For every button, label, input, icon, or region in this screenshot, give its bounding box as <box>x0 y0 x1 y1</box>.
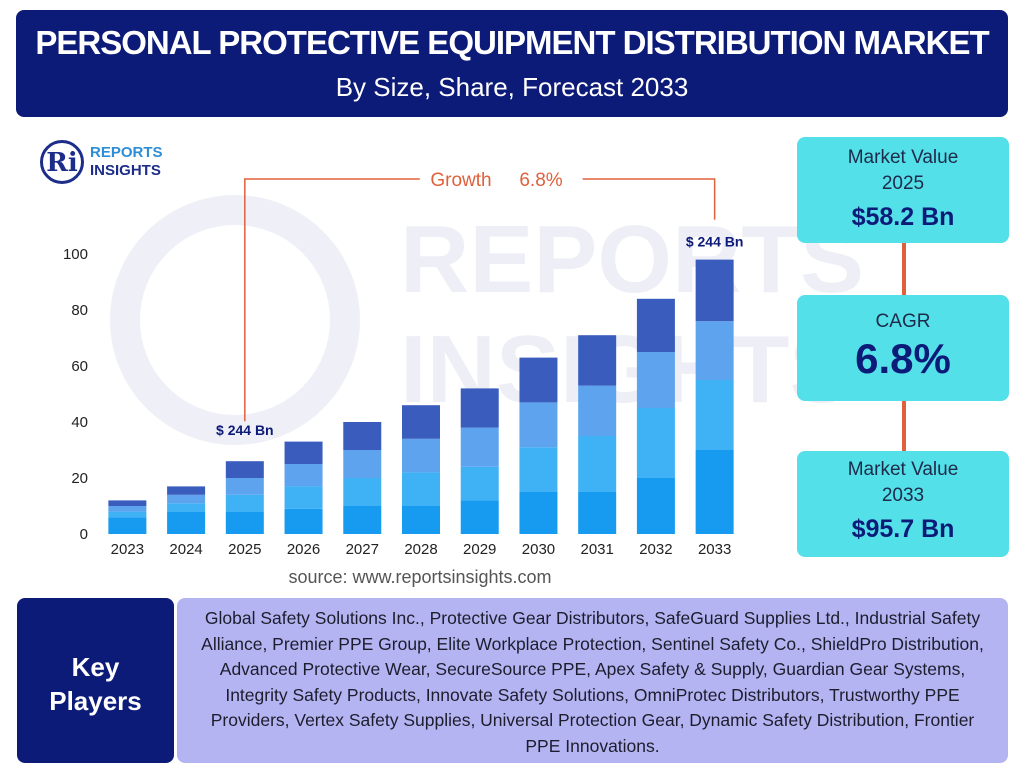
key-players-list: Global Safety Solutions Inc., Protective… <box>177 598 1008 763</box>
bar-segment <box>519 402 558 448</box>
x-tick-label: 2030 <box>522 541 555 558</box>
y-tick-label: 0 <box>80 526 88 543</box>
bar-segment <box>402 405 440 439</box>
bar-segment <box>460 427 499 467</box>
market-value-2033-card: Market Value 2033 $95.7 Bn <box>797 451 1009 557</box>
bar-segment <box>402 506 440 534</box>
bar-segment <box>284 508 323 534</box>
bar-segment <box>578 335 617 386</box>
x-tick-label: 2026 <box>287 541 320 558</box>
x-tick-label: 2025 <box>228 541 261 558</box>
market-value-2025-label: Market Value <box>847 147 959 168</box>
logo-line2: INSIGHTS <box>90 162 161 179</box>
market-value-2033-label: Market Value <box>847 459 959 480</box>
bar-segment <box>225 511 264 534</box>
bar-segment <box>519 357 558 403</box>
bar-segment <box>519 447 558 492</box>
page-title: PERSONAL PROTECTIVE EQUIPMENT DISTRIBUTI… <box>35 24 989 61</box>
growth-value: 6.8% <box>519 170 562 191</box>
market-value-2025-card: Market Value 2025 $58.2 Bn <box>797 137 1009 243</box>
bar-segment <box>402 472 440 506</box>
cagr-card: CAGR 6.8% <box>797 295 1009 401</box>
bar-segment <box>343 422 382 450</box>
growth-bracket-right <box>582 178 716 220</box>
bar-segment <box>225 478 264 495</box>
bar-segment <box>636 298 675 352</box>
bar-segment <box>108 517 147 534</box>
connector-line <box>902 243 906 295</box>
logo-line1: REPORTS <box>90 144 163 161</box>
bar-segment <box>695 380 734 450</box>
y-tick-label: 80 <box>71 302 88 319</box>
bar-segment <box>695 259 734 322</box>
bar-segment <box>460 388 499 428</box>
bar-segment <box>578 436 617 492</box>
brand-logo: Ri REPORTS INSIGHTS <box>40 140 190 186</box>
market-value-2025: $58.2 Bn <box>851 203 955 231</box>
end-value-label: $ 244 Bn <box>686 234 744 250</box>
x-tick-label: 2027 <box>346 541 379 558</box>
connector-line <box>902 401 906 451</box>
bar-segment <box>460 500 499 534</box>
y-tick-label: 20 <box>71 470 88 487</box>
bar-segment <box>343 506 382 534</box>
cagr-value: 6.8% <box>855 335 951 382</box>
bar-segment <box>108 506 147 512</box>
header-banner: PERSONAL PROTECTIVE EQUIPMENT DISTRIBUTI… <box>16 10 1008 117</box>
stacked-bar-chart: 0 20 40 60 80 100 2023 2024 2025 2026 2027 2028 2029… <box>63 170 744 558</box>
x-tick-label: 2031 <box>580 541 613 558</box>
bar-segment <box>636 352 675 408</box>
bar-segment <box>167 494 206 504</box>
page-subtitle: By Size, Share, Forecast 2033 <box>335 72 689 102</box>
bar-segment <box>343 478 382 506</box>
market-value-2033-year: 2033 <box>881 485 925 506</box>
y-tick-label: 40 <box>71 414 88 431</box>
bar-segment <box>167 511 206 534</box>
logo-glyph: Ri <box>46 148 78 178</box>
key-players-label: Key Players <box>17 598 174 763</box>
source-note: source: www.reportsinsights.com <box>288 567 552 587</box>
bar-segment <box>167 503 206 512</box>
cagr-label: CAGR <box>875 311 931 332</box>
x-tick-label: 2032 <box>639 541 672 558</box>
bar-segment <box>108 511 147 518</box>
bar-segment <box>343 450 382 478</box>
bar-segment <box>402 438 440 473</box>
logo-wordmark: REPORTS INSIGHTS <box>90 144 163 180</box>
bar-segment <box>284 464 323 487</box>
y-tick-label: 100 <box>63 246 88 263</box>
growth-label: Growth <box>430 170 491 191</box>
y-tick-label: 60 <box>71 358 88 375</box>
bar-segment <box>578 492 617 534</box>
bar-segment <box>108 500 147 506</box>
bar-segment <box>578 385 617 436</box>
x-tick-label: 2029 <box>463 541 496 558</box>
bar-segment <box>695 450 734 534</box>
logo-icon: Ri <box>40 140 84 184</box>
growth-bracket-left <box>244 178 420 422</box>
x-tick-label: 2028 <box>404 541 437 558</box>
bar-segment <box>460 466 499 501</box>
market-value-2025-year: 2025 <box>881 173 925 194</box>
bar-segment <box>225 494 264 512</box>
bar-segment <box>636 408 675 478</box>
bar-segment <box>284 486 323 509</box>
key-players-line1: Key <box>71 652 120 682</box>
x-tick-label: 2033 <box>698 541 731 558</box>
key-players-line2: Players <box>49 686 142 716</box>
bar-segment <box>636 478 675 534</box>
x-tick-label: 2023 <box>111 541 144 558</box>
bar-segment <box>167 486 206 495</box>
bar-segment <box>519 492 558 534</box>
bar-segment <box>695 321 734 380</box>
start-value-label: $ 244 Bn <box>216 422 274 438</box>
bar-segment <box>225 461 264 478</box>
market-value-2033: $95.7 Bn <box>851 515 955 543</box>
bar-segment <box>284 441 323 464</box>
x-tick-label: 2024 <box>169 541 202 558</box>
